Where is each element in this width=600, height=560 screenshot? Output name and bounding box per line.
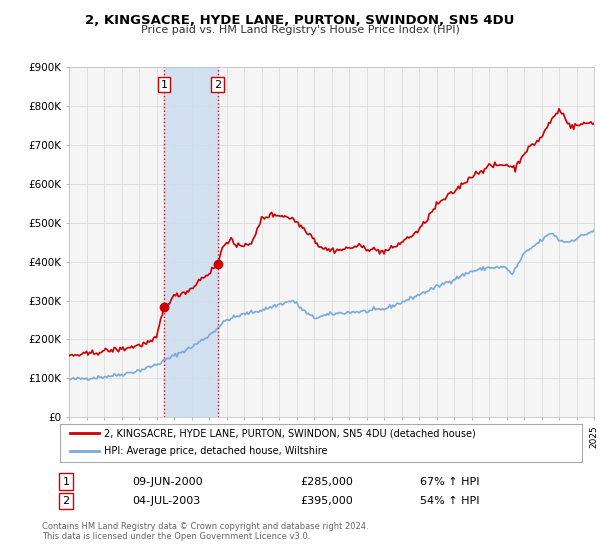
Text: 54% ↑ HPI: 54% ↑ HPI: [420, 496, 479, 506]
Bar: [164, 67, 218, 417]
Text: 2: 2: [214, 80, 221, 90]
Text: 1: 1: [62, 477, 70, 487]
Text: HPI: Average price, detached house, Wiltshire: HPI: Average price, detached house, Wilt…: [104, 446, 328, 456]
Text: Price paid vs. HM Land Registry's House Price Index (HPI): Price paid vs. HM Land Registry's House …: [140, 25, 460, 35]
Text: Contains HM Land Registry data © Crown copyright and database right 2024.: Contains HM Land Registry data © Crown c…: [42, 522, 368, 531]
Text: 67% ↑ HPI: 67% ↑ HPI: [420, 477, 479, 487]
Text: £395,000: £395,000: [300, 496, 353, 506]
Text: 09-JUN-2000: 09-JUN-2000: [132, 477, 203, 487]
Text: This data is licensed under the Open Government Licence v3.0.: This data is licensed under the Open Gov…: [42, 532, 310, 541]
Text: 2, KINGSACRE, HYDE LANE, PURTON, SWINDON, SN5 4DU (detached house): 2, KINGSACRE, HYDE LANE, PURTON, SWINDON…: [104, 428, 476, 438]
Text: 04-JUL-2003: 04-JUL-2003: [132, 496, 200, 506]
Text: 1: 1: [161, 80, 167, 90]
Text: 2, KINGSACRE, HYDE LANE, PURTON, SWINDON, SN5 4DU: 2, KINGSACRE, HYDE LANE, PURTON, SWINDON…: [85, 14, 515, 27]
Text: 2: 2: [62, 496, 70, 506]
Text: £285,000: £285,000: [300, 477, 353, 487]
